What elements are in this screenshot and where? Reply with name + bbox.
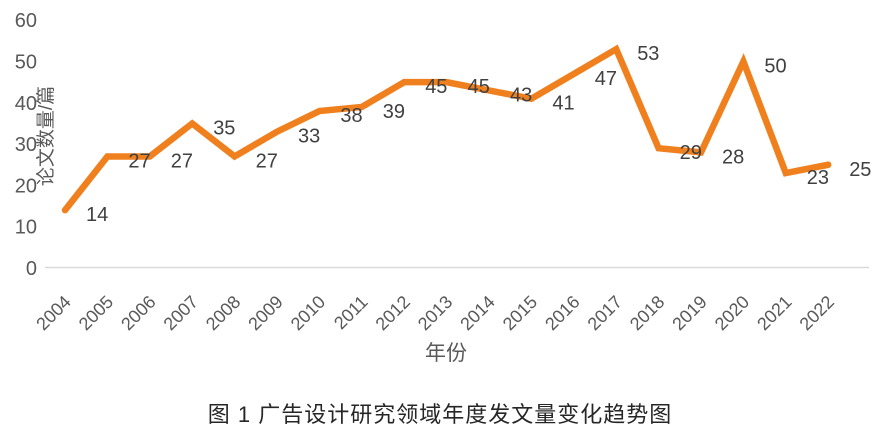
data-point-label: 45	[425, 76, 447, 98]
data-point-label: 45	[468, 76, 490, 98]
y-axis-tick-labels: 0 10 20 30 40 50 60	[15, 10, 37, 280]
x-axis-year-label: 2005	[75, 292, 117, 334]
data-point-label: 33	[298, 126, 320, 148]
x-axis-year-label: 2018	[626, 292, 668, 334]
x-axis-year-label: 2014	[456, 292, 498, 334]
data-point-label: 27	[171, 150, 193, 172]
x-axis-year-label: 2020	[711, 292, 753, 334]
data-point-label: 28	[722, 146, 744, 168]
data-point-label: 39	[383, 101, 405, 123]
x-axis-year-label: 2011	[330, 292, 372, 334]
data-point-label: 53	[637, 43, 659, 65]
x-axis-year-label: 2006	[117, 292, 159, 334]
data-point-label: 41	[552, 93, 574, 115]
x-axis-year-label: 2021	[753, 292, 795, 334]
y-axis-title: 论文数量/篇	[35, 86, 57, 186]
x-axis-year-label: 2015	[499, 292, 541, 334]
y-axis-tick-label: 30	[15, 134, 37, 156]
data-point-label: 35	[213, 117, 235, 139]
x-axis-year-label: 2017	[584, 292, 626, 334]
trend-line	[61, 44, 832, 214]
y-axis-tick-label: 0	[26, 258, 37, 280]
data-point-label: 27	[128, 150, 150, 172]
x-axis-year-labels: 2004 2005 2006 2007 2008 2009 2010 2011 2012 2013…	[32, 292, 838, 334]
data-point-label: 29	[680, 142, 702, 164]
data-point-label: 47	[595, 68, 617, 90]
data-point-label: 50	[764, 56, 786, 78]
y-axis-tick-label: 20	[15, 175, 37, 197]
x-axis-year-label: 2010	[287, 292, 329, 334]
x-axis-year-label: 2012	[372, 292, 414, 334]
data-point-label: 14	[86, 204, 108, 226]
x-axis-year-label: 2008	[202, 292, 244, 334]
y-axis-tick-label: 40	[15, 93, 37, 115]
y-axis-tick-label: 60	[15, 10, 37, 32]
data-point-label: 23	[807, 167, 829, 189]
data-point-label: 38	[340, 105, 362, 127]
data-point-label: 27	[256, 150, 278, 172]
data-point-label: 25	[849, 159, 871, 181]
x-axis-year-label: 2019	[668, 292, 710, 334]
x-axis-year-label: 2016	[541, 292, 583, 334]
data-point-labels: 14 27 27 35 27 33 38 39 45 45 43 41 47 53 29 28 50 23 25	[86, 43, 871, 226]
x-axis-year-label: 2009	[244, 292, 286, 334]
y-axis-tick-label: 10	[15, 217, 37, 239]
y-axis-tick-label: 50	[15, 52, 37, 74]
x-axis-year-label: 2022	[796, 292, 838, 334]
x-axis-year-label: 2004	[32, 292, 74, 334]
x-axis-title: 年份	[425, 342, 467, 365]
figure-caption: 图 1 广告设计研究领域年度发文量变化趋势图	[207, 402, 673, 427]
data-point-label: 43	[510, 84, 532, 106]
x-axis-year-label: 2007	[160, 292, 202, 334]
x-axis-year-label: 2013	[414, 292, 456, 334]
